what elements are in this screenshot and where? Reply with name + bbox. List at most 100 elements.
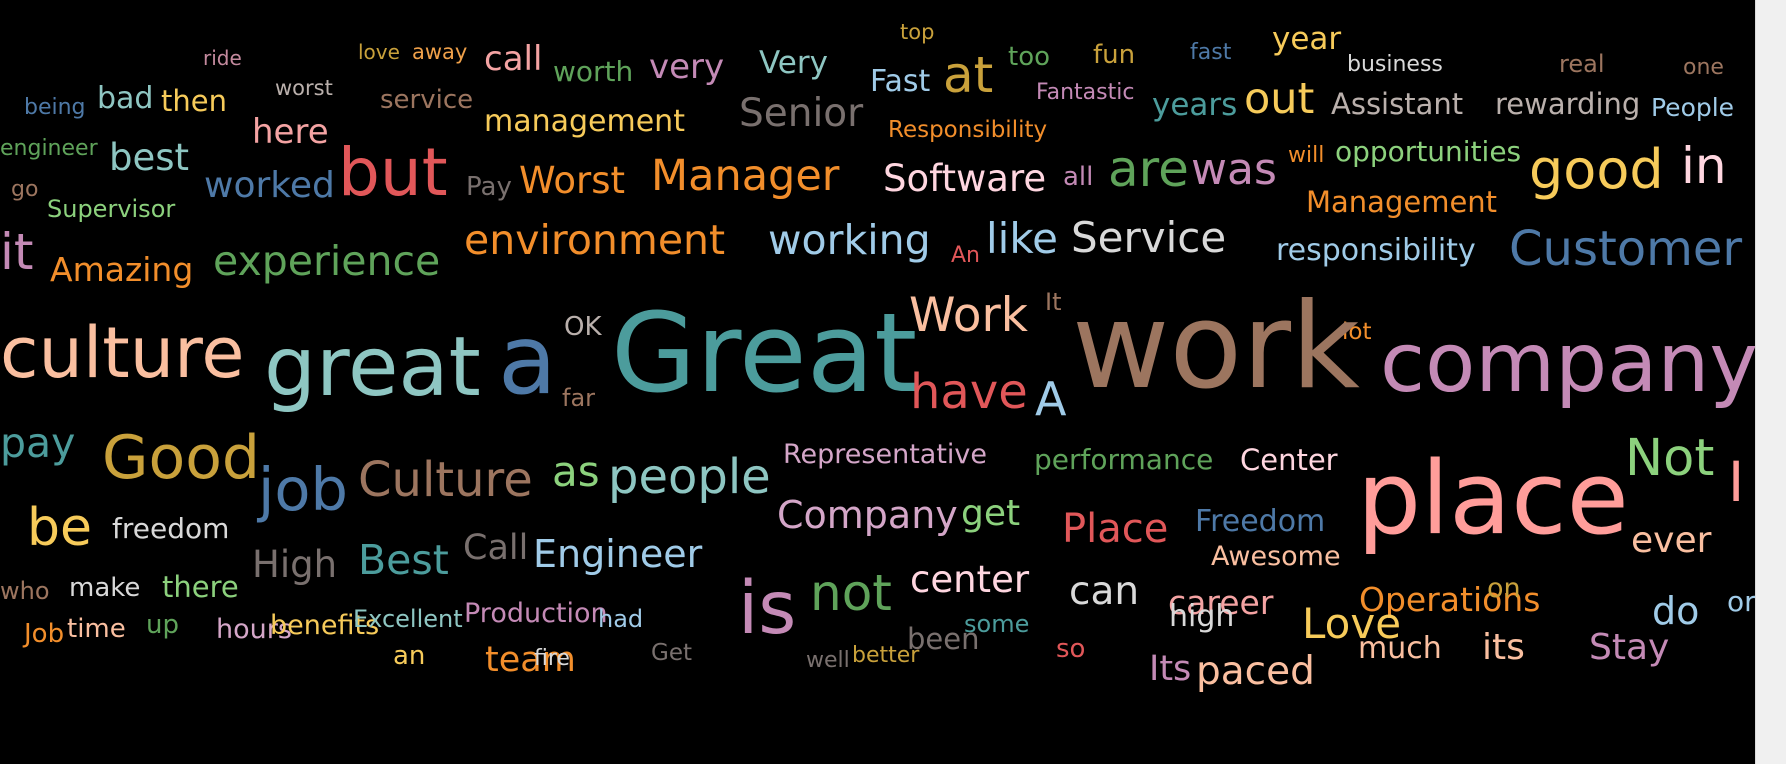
cloud-word: a — [498, 304, 557, 416]
cloud-word: get — [961, 493, 1021, 534]
cloud-word: all — [1063, 162, 1094, 192]
cloud-word: Senior — [739, 91, 864, 136]
cloud-word: benefits — [270, 610, 380, 641]
cloud-word: Get — [651, 640, 692, 666]
vertical-scrollbar[interactable] — [1755, 0, 1786, 764]
cloud-word: Call — [463, 528, 529, 568]
cloud-word: It — [1045, 288, 1062, 316]
cloud-word: working — [768, 216, 931, 264]
cloud-word: one — [1683, 55, 1724, 80]
cloud-word: be — [27, 498, 92, 558]
cloud-word: Engineer — [533, 532, 703, 576]
cloud-word: not — [810, 564, 892, 622]
cloud-word: top — [900, 20, 935, 44]
cloud-word: bad — [97, 81, 154, 116]
cloud-word: then — [161, 84, 227, 118]
cloud-word: well — [806, 648, 850, 673]
cloud-word: OK — [564, 312, 602, 342]
cloud-word: will — [1288, 143, 1325, 168]
cloud-word: very — [649, 47, 725, 87]
cloud-word: opportunities — [1335, 135, 1522, 168]
cloud-word: Great — [611, 289, 918, 417]
cloud-word: job — [258, 455, 348, 524]
cloud-word: great — [264, 320, 481, 415]
cloud-word: or — [1727, 585, 1755, 618]
cloud-word: Manager — [651, 151, 840, 201]
cloud-word: here — [252, 112, 329, 152]
cloud-word: High — [252, 543, 338, 586]
cloud-word: ever — [1631, 520, 1712, 561]
cloud-word: best — [109, 136, 190, 179]
cloud-word: Not — [1625, 429, 1715, 488]
cloud-word: Pay — [466, 172, 512, 202]
cloud-word: performance — [1034, 443, 1214, 476]
cloud-word: much — [1358, 631, 1442, 666]
cloud-word: Very — [759, 45, 828, 81]
cloud-word: was — [1191, 144, 1277, 195]
cloud-word: culture — [0, 312, 245, 394]
cloud-word: People — [1651, 93, 1735, 122]
cloud-word: Representative — [783, 439, 988, 470]
cloud-word: so — [1056, 634, 1086, 664]
cloud-word: team — [485, 640, 576, 680]
cloud-word: Awesome — [1211, 541, 1341, 572]
cloud-word: love — [358, 40, 400, 64]
cloud-word: Service — [1071, 213, 1227, 262]
cloud-word: responsibility — [1276, 233, 1476, 268]
cloud-word: Worst — [519, 159, 626, 202]
cloud-word: fast — [1190, 40, 1232, 65]
cloud-word: place — [1357, 439, 1629, 557]
cloud-word: Best — [358, 536, 449, 584]
cloud-word: engineer — [0, 136, 98, 161]
cloud-word: environment — [464, 216, 726, 264]
cloud-word: better — [852, 643, 920, 668]
cloud-word: I — [1728, 450, 1745, 514]
cloud-word: Love — [1302, 599, 1402, 648]
cloud-word: Production — [464, 598, 608, 629]
cloud-word: Assistant — [1331, 87, 1464, 121]
cloud-word: Its — [1149, 649, 1192, 689]
cloud-word: year — [1272, 21, 1342, 57]
cloud-word: people — [608, 449, 771, 505]
cloud-word: Amazing — [50, 250, 194, 289]
cloud-word: at — [943, 46, 994, 104]
cloud-word: make — [69, 573, 141, 603]
cloud-word: service — [380, 85, 474, 115]
cloud-word: Software — [883, 157, 1047, 200]
cloud-word: freedom — [112, 512, 230, 545]
cloud-word: being — [24, 95, 86, 120]
cloud-word: An — [951, 243, 980, 268]
cloud-word: company — [1380, 316, 1755, 411]
cloud-word: it — [0, 223, 34, 281]
cloud-word: work — [1072, 278, 1360, 416]
cloud-word: high — [1169, 599, 1235, 634]
cloud-word: fire — [534, 646, 570, 671]
cloud-word: hours — [216, 614, 292, 645]
cloud-word: Job — [24, 619, 65, 649]
cloud-word: up — [146, 610, 179, 640]
cloud-word: who — [0, 577, 50, 605]
cloud-word: Freedom — [1195, 504, 1326, 539]
cloud-word: been — [907, 622, 980, 656]
cloud-word: management — [484, 104, 685, 139]
cloud-word: Culture — [358, 452, 533, 508]
cloud-word: are — [1108, 140, 1189, 198]
cloud-word: lot — [1342, 319, 1372, 345]
cloud-word: out — [1244, 74, 1315, 124]
cloud-word: Place — [1062, 506, 1169, 552]
cloud-word: Excellent — [353, 605, 463, 633]
cloud-word: experience — [213, 237, 441, 285]
cloud-word: Work — [909, 288, 1029, 343]
cloud-word: center — [910, 558, 1030, 601]
cloud-word: Good — [102, 423, 260, 493]
cloud-word: worked — [204, 165, 335, 206]
cloud-word: Stay — [1589, 627, 1670, 668]
cloud-word: Center — [1240, 443, 1338, 477]
cloud-word: Fast — [870, 64, 931, 99]
cloud-word: but — [338, 134, 448, 211]
cloud-word: ride — [203, 46, 242, 70]
cloud-word: paced — [1196, 649, 1315, 694]
cloud-word: do — [1652, 589, 1700, 633]
cloud-word: go — [11, 177, 39, 202]
cloud-word: Management — [1306, 185, 1498, 219]
